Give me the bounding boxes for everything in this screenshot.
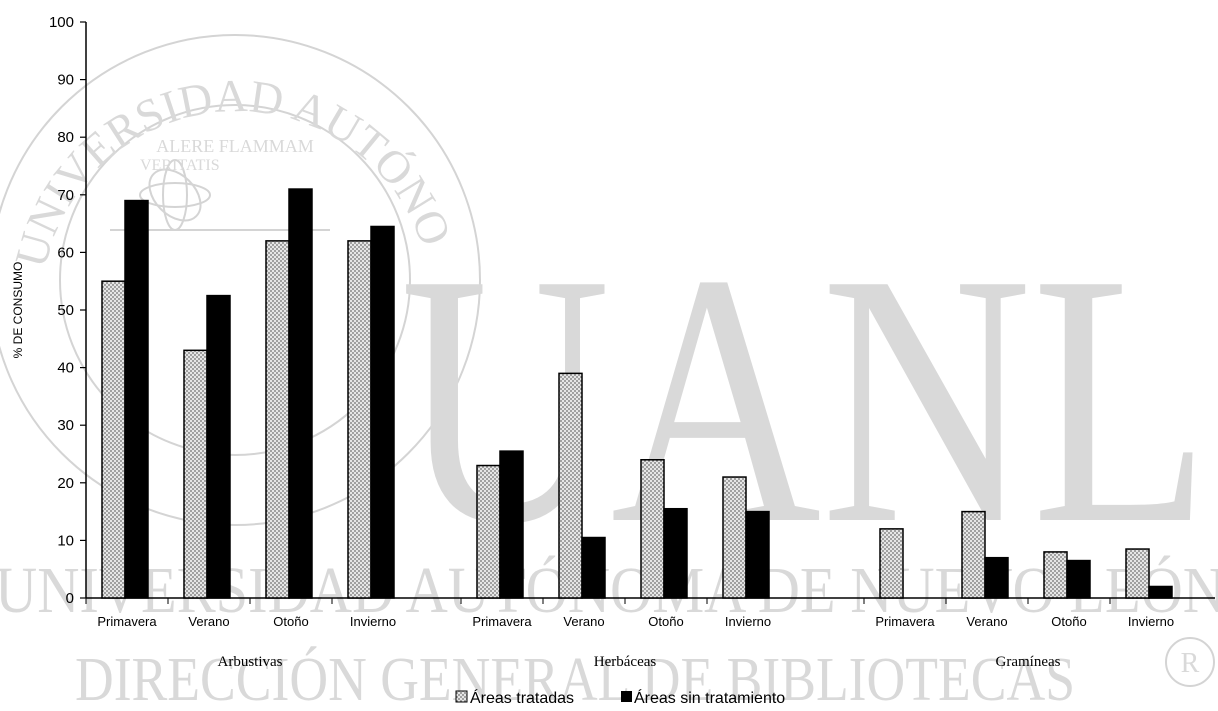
bar-untreated-gramineas-invierno — [1148, 585, 1173, 599]
x-group-label: Gramíneas — [996, 654, 1061, 670]
bar-treated-gramineas-verano — [961, 510, 986, 599]
bar-treated-arbustivas-invierno — [347, 240, 372, 599]
y-tick-label: 0 — [66, 590, 74, 607]
watermark-seal-motto-2: VERITATIS — [140, 157, 220, 174]
y-tick-label: 100 — [49, 14, 74, 31]
bar-treated-arbustivas-primavera — [101, 280, 126, 599]
x-category-label: Verano — [966, 614, 1007, 629]
x-category-label: Primavera — [97, 614, 157, 629]
y-tick-label: 40 — [57, 360, 74, 377]
x-group-label: Arbustivas — [218, 654, 283, 670]
y-tick-label: 90 — [57, 72, 74, 89]
x-category-label: Verano — [563, 614, 604, 629]
legend-swatch-untreated — [621, 691, 632, 702]
bar-untreated-gramineas-otono — [1066, 559, 1091, 599]
y-tick-label: 50 — [57, 302, 74, 319]
bar-untreated-herbaceas-otono — [663, 507, 688, 599]
x-category-label: Otoño — [273, 614, 308, 629]
legend-label-untreated: Áreas sin tratamiento — [634, 688, 785, 707]
bar-treated-herbaceas-otono — [640, 459, 665, 599]
bar-untreated-arbustivas-verano — [206, 294, 231, 599]
y-tick-label: 60 — [57, 244, 74, 261]
registered-mark-icon: R — [1165, 637, 1215, 687]
bar-treated-herbaceas-verano — [558, 372, 583, 599]
bar-untreated-gramineas-verano — [984, 556, 1009, 599]
y-tick-label: 20 — [57, 475, 74, 492]
bar-untreated-arbustivas-invierno — [370, 225, 395, 599]
bar-treated-arbustivas-verano — [183, 349, 208, 599]
watermark-seal-motto: ALERE FLAMMAM — [156, 136, 314, 156]
bar-untreated-herbaceas-invierno — [745, 510, 770, 599]
bar-untreated-arbustivas-otono — [288, 188, 313, 599]
x-group-label: Herbáceas — [594, 654, 657, 670]
x-category-label: Invierno — [350, 614, 396, 629]
x-category-label: Primavera — [875, 614, 935, 629]
bar-untreated-arbustivas-primavera — [124, 199, 149, 599]
legend-label-treated: Áreas tratadas — [470, 688, 574, 707]
bar-treated-gramineas-primavera — [879, 528, 904, 599]
svg-text:R: R — [1181, 648, 1200, 679]
university-seal — [0, 34, 481, 526]
bar-treated-gramineas-invierno — [1125, 548, 1150, 599]
bar-treated-arbustivas-otono — [265, 240, 290, 599]
y-tick-label: 10 — [57, 532, 74, 549]
watermark-library: DIRECCIÓN GENERAL DE BIBLIOTECAS — [75, 646, 1075, 711]
bar-untreated-herbaceas-primavera — [499, 450, 524, 599]
bar-treated-herbaceas-invierno — [722, 476, 747, 599]
y-tick-label: 30 — [57, 417, 74, 434]
legend: Áreas tratadas Áreas sin tratamiento — [455, 688, 785, 707]
bar-treated-herbaceas-primavera — [476, 464, 501, 599]
x-category-label: Invierno — [1128, 614, 1174, 629]
x-category-label: Primavera — [472, 614, 532, 629]
y-axis-label: % DE CONSUMO — [11, 262, 25, 359]
watermark-uanl: UANL — [400, 199, 1210, 598]
x-category-label: Invierno — [725, 614, 771, 629]
legend-swatch-treated — [455, 690, 468, 703]
bar-untreated-herbaceas-verano — [581, 536, 606, 599]
bar-treated-gramineas-otono — [1043, 551, 1068, 599]
y-tick-label: 70 — [57, 187, 74, 204]
x-category-label: Otoño — [648, 614, 683, 629]
watermark-university: UNIVERSIDAD AUTÓNOMA DE NUEVO LEÓN — [0, 554, 1218, 627]
x-category-label: Otoño — [1051, 614, 1086, 629]
x-category-label: Verano — [188, 614, 229, 629]
y-tick-label: 80 — [57, 129, 74, 146]
